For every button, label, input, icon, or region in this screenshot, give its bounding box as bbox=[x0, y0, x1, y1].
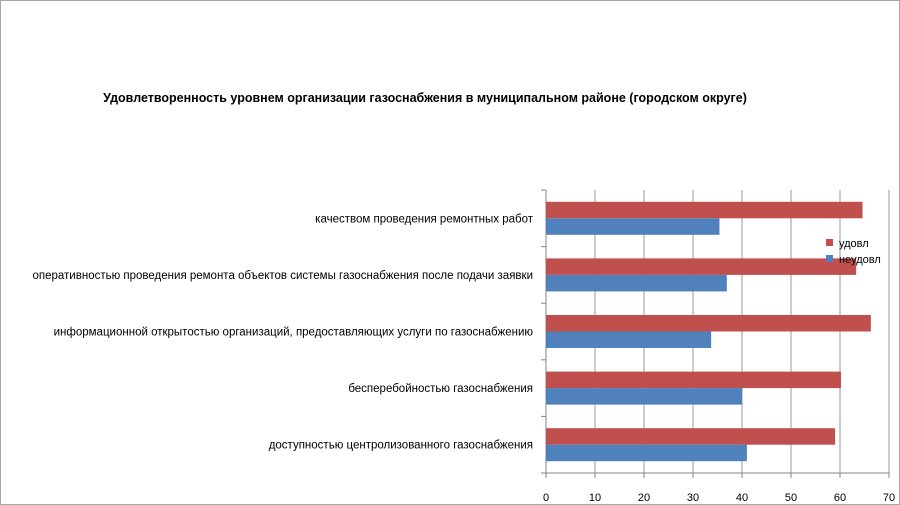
x-tick-label: 20 bbox=[638, 492, 650, 504]
bar-udovl bbox=[546, 315, 871, 332]
bar-neudovl bbox=[546, 218, 720, 235]
bar-udovl bbox=[546, 371, 841, 389]
bar-neudovl bbox=[546, 388, 742, 405]
bar-neudovl bbox=[546, 444, 747, 462]
x-tick-label: 0 bbox=[543, 492, 549, 504]
bar-udovl bbox=[546, 428, 836, 445]
legend-swatch bbox=[826, 255, 833, 262]
chart-title: Удовлетворенность уровнем организации га… bbox=[103, 91, 747, 105]
legend-label: неудовл bbox=[839, 254, 881, 266]
category-label: информационной открытостью организаций, … bbox=[54, 327, 534, 339]
category-label: бесперебойностью газоснабжения bbox=[348, 383, 533, 395]
x-tick-label: 50 bbox=[785, 492, 797, 504]
bar-neudovl bbox=[546, 274, 727, 292]
bar-udovl bbox=[546, 201, 863, 219]
x-tick-label: 10 bbox=[589, 492, 601, 504]
category-label: оперативностью проведения ремонта объект… bbox=[32, 270, 533, 282]
bar-udovl bbox=[546, 258, 857, 275]
x-tick-label: 40 bbox=[736, 492, 748, 504]
legend-label: удовл bbox=[839, 238, 869, 250]
legend-swatch bbox=[826, 239, 833, 246]
x-tick-label: 30 bbox=[687, 492, 699, 504]
bar-neudovl bbox=[546, 331, 712, 348]
x-tick-label: 70 bbox=[883, 492, 895, 504]
category-label: качеством проведения ремонтных работ bbox=[315, 213, 534, 225]
x-tick-label: 60 bbox=[834, 492, 846, 504]
category-label: доступностью центролизованного газоснабж… bbox=[269, 440, 533, 452]
